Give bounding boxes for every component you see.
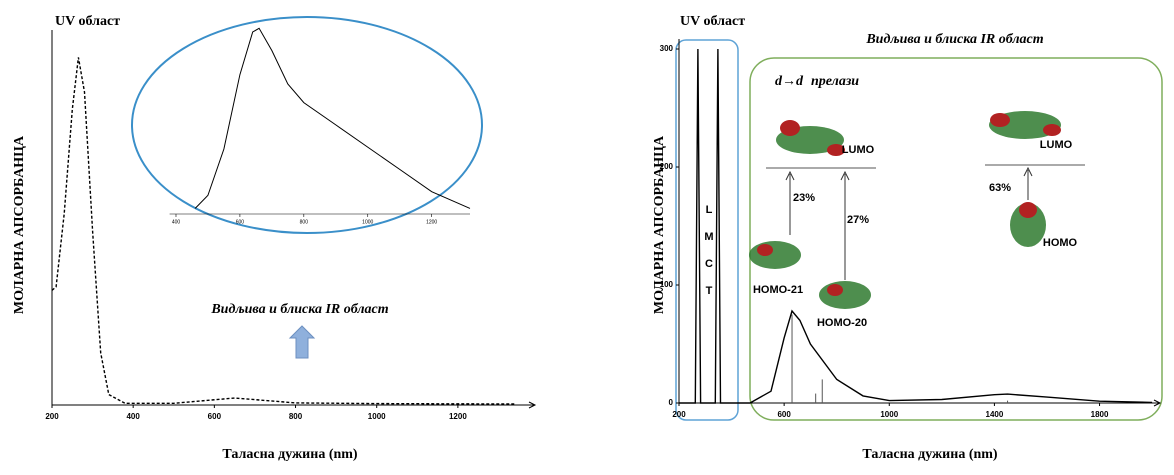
x-tick-label: 1200 — [426, 219, 437, 225]
annotation: 63% — [989, 182, 1011, 194]
curve — [51, 57, 515, 405]
chart-title: UV област — [55, 14, 120, 29]
annotation: L — [706, 204, 713, 216]
curve — [679, 48, 1153, 404]
orbitals — [749, 111, 1085, 309]
x-tick-label: 600 — [208, 412, 222, 421]
chart-title: UV област — [680, 14, 745, 29]
annotation: M — [704, 231, 713, 243]
annotation: C — [705, 258, 713, 270]
x-tick-label: 1400 — [986, 410, 1004, 419]
y-tick-label: 0 — [669, 398, 674, 407]
y-tick-label: 300 — [660, 44, 674, 53]
annotation: Видљива и блиска IR област — [865, 32, 1043, 47]
x-tick-label: 200 — [672, 410, 686, 419]
x-tick-label: 200 — [45, 412, 59, 421]
annotation: LUMO — [842, 144, 875, 156]
x-tick-label: 1000 — [880, 410, 898, 419]
annotation: d→d — [775, 74, 804, 89]
vis-box — [749, 57, 1163, 421]
y-tick-label: 200 — [660, 162, 674, 171]
annotation: Видљива и блиска IR област — [210, 302, 388, 317]
y-axis-label: МОЛАРНА АПСОРБАНЦА — [652, 135, 667, 314]
annotation: HOMO-20 — [817, 317, 867, 329]
arrow — [288, 325, 316, 359]
x-tick-label: 800 — [300, 219, 309, 225]
y-axis-label: МОЛАРНА АПСОРБАНЦА — [12, 135, 27, 314]
inset-frame — [131, 16, 483, 234]
axis-arrow — [1153, 399, 1162, 407]
x-tick-label: 400 — [172, 219, 181, 225]
annotation: прелази — [811, 74, 859, 89]
annotation: T — [706, 285, 713, 297]
x-axis-label: Таласна дужина (nm) — [222, 447, 358, 462]
x-tick-label: 400 — [126, 412, 140, 421]
annotation: HOMO — [1043, 237, 1078, 249]
y-tick-label: 100 — [660, 280, 674, 289]
axis-arrow — [528, 401, 537, 409]
x-tick-label: 1000 — [362, 219, 373, 225]
x-tick-label: 1000 — [368, 412, 386, 421]
annotation: 27% — [847, 214, 869, 226]
x-tick-label: 1800 — [1091, 410, 1109, 419]
x-tick-label: 800 — [289, 412, 303, 421]
annotation: LUMO — [1040, 139, 1073, 151]
curve — [194, 27, 471, 209]
x-tick-label: 600 — [236, 219, 245, 225]
x-axis-label: Таласна дужина (nm) — [862, 447, 998, 462]
x-tick-label: 1200 — [449, 412, 467, 421]
annotation: HOMO-21 — [753, 284, 803, 296]
uv-box — [675, 39, 739, 421]
x-tick-label: 600 — [777, 410, 791, 419]
annotation: 23% — [793, 192, 815, 204]
